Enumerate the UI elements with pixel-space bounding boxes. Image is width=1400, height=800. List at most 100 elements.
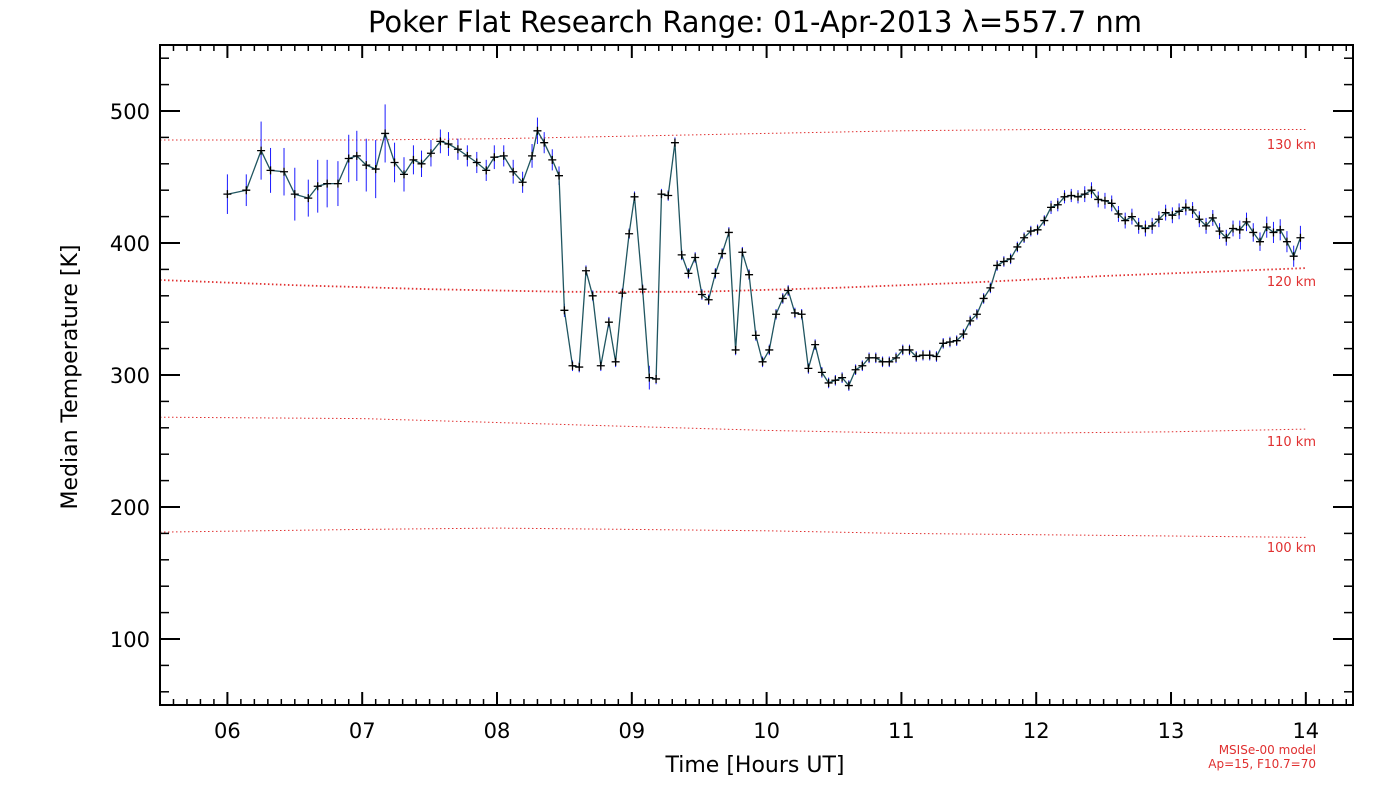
data-point [371, 165, 380, 174]
data-point [1202, 221, 1211, 230]
data-point [555, 171, 564, 180]
model-line-100km [159, 527, 1306, 538]
model-label-130km: 130 km [1267, 138, 1316, 153]
data-point [772, 310, 781, 319]
model-note: MSISe-00 model [1219, 743, 1316, 757]
data-point [1262, 223, 1271, 232]
data-point [1020, 233, 1029, 242]
data-point [1100, 196, 1109, 205]
data-point [1013, 242, 1022, 251]
data-point [290, 190, 299, 199]
data-point [871, 353, 880, 362]
data-point [625, 229, 634, 238]
major-ticks [160, 45, 1353, 705]
data-point [1154, 215, 1163, 224]
data-point [323, 179, 332, 188]
data-point [533, 126, 542, 135]
data-point [952, 336, 961, 345]
model-label-120km: 120 km [1267, 275, 1316, 290]
data-point [670, 138, 679, 147]
data-point [811, 340, 820, 349]
y-tick-label: 400 [110, 232, 150, 256]
data-point [1215, 227, 1224, 236]
data-point [1074, 192, 1082, 201]
data-point [945, 338, 954, 346]
data-point [638, 285, 647, 294]
data-point [784, 286, 793, 295]
data-point [797, 310, 806, 319]
data-point [932, 352, 941, 361]
data-point [381, 129, 390, 138]
data-point [1087, 186, 1096, 195]
data-point [684, 269, 693, 278]
data-point [1249, 228, 1258, 237]
data-point [482, 166, 491, 175]
data-point [765, 345, 774, 354]
data-point [528, 151, 537, 160]
data-point [1242, 217, 1251, 226]
data-point [1141, 224, 1150, 233]
model-line-130km [160, 129, 1306, 141]
data-point [1006, 254, 1015, 263]
data-point [548, 155, 557, 164]
data-point [1114, 209, 1123, 218]
data-point [1222, 233, 1231, 242]
data-point [824, 378, 833, 387]
data-point [223, 190, 232, 199]
data-point [581, 266, 590, 275]
data-point [518, 178, 527, 187]
data-point [925, 351, 934, 360]
model-label-100km: 100 km [1267, 541, 1316, 556]
y-tick-label: 300 [110, 364, 150, 388]
data-point [1181, 203, 1190, 212]
x-axis-label: Time [Hours UT] [665, 753, 845, 778]
data-line [227, 128, 1302, 387]
minor-ticks [160, 45, 1353, 705]
model-line-120km [159, 267, 1306, 293]
data-point [1175, 207, 1184, 216]
data-point [986, 283, 995, 292]
data-point [409, 155, 418, 164]
data-point [817, 368, 826, 377]
data-point [568, 361, 577, 370]
data-point [1067, 191, 1076, 200]
data-point [999, 257, 1008, 266]
data-point [959, 330, 968, 339]
data-point [1080, 190, 1089, 199]
model-line-110km [159, 416, 1306, 434]
data-point [691, 253, 700, 262]
data-point [596, 361, 605, 370]
data-point [490, 153, 499, 162]
data-point [1161, 208, 1170, 217]
data-point [939, 339, 948, 348]
data-point [333, 179, 342, 188]
data-point [851, 365, 860, 374]
data-point [560, 306, 569, 315]
x-tick-label: 13 [1158, 719, 1185, 743]
data-point [790, 308, 799, 317]
data-point [1026, 227, 1035, 236]
data-point [399, 170, 408, 179]
data-point [1040, 216, 1049, 225]
data-point [1134, 221, 1143, 230]
x-tick-label: 09 [618, 719, 645, 743]
data-point [352, 151, 361, 160]
data-point [704, 295, 713, 304]
data-point [266, 166, 275, 175]
data-point [604, 318, 613, 327]
data-point [540, 138, 549, 147]
data-point [652, 374, 661, 383]
x-tick-labels: 06 07 08 09 10 11 12 13 14 [214, 719, 1319, 743]
y-tick-labels: 100 200 300 400 500 [110, 100, 150, 652]
data-point [697, 290, 706, 299]
x-tick-label: 10 [753, 719, 780, 743]
data-point [844, 381, 853, 390]
data-point [280, 167, 289, 176]
data-point [838, 373, 847, 382]
data-point [1148, 221, 1157, 230]
data-point [313, 182, 322, 191]
data-point [1195, 215, 1204, 224]
data-point [718, 249, 727, 258]
data-point [426, 149, 435, 158]
data-point [1033, 225, 1042, 234]
